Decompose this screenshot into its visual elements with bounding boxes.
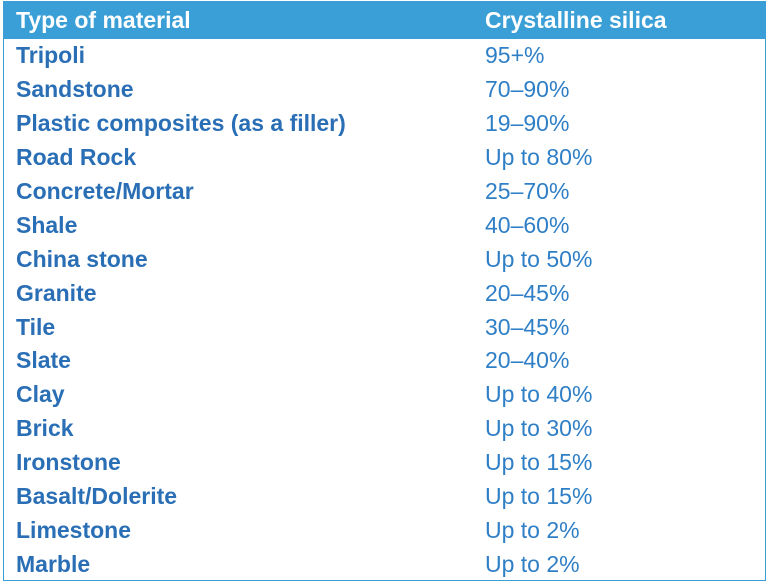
silica-cell: 40–60% xyxy=(485,211,570,238)
silica-cell: Up to 50% xyxy=(485,245,593,272)
table-row: Limestone Up to 2% xyxy=(4,513,765,547)
table-row: China stone Up to 50% xyxy=(4,242,765,276)
table-row: Basalt/Dolerite Up to 15% xyxy=(4,480,765,514)
silica-cell: Up to 40% xyxy=(485,381,593,408)
table-row: Granite 20–45% xyxy=(4,276,765,310)
silica-cell: 20–45% xyxy=(485,279,570,306)
silica-cell: Up to 2% xyxy=(485,550,580,577)
table-row: Sandstone 70–90% xyxy=(4,73,765,107)
table-row: Road Rock Up to 80% xyxy=(4,141,765,175)
material-cell: Basalt/Dolerite xyxy=(16,483,178,510)
material-cell: Tile xyxy=(16,313,56,340)
silica-cell: 95+% xyxy=(485,42,545,69)
table-row: Slate 20–40% xyxy=(4,344,765,378)
silica-cell: 20–40% xyxy=(485,347,570,374)
silica-cell: Up to 15% xyxy=(485,483,593,510)
table-row: Tripoli 95+% xyxy=(4,39,765,73)
table-row: Concrete/Mortar 25–70% xyxy=(4,175,765,209)
table-row: Tile 30–45% xyxy=(4,310,765,344)
material-cell: Road Rock xyxy=(16,144,137,171)
material-cell: Brick xyxy=(16,415,74,442)
table-row: Clay Up to 40% xyxy=(4,378,765,412)
silica-cell: 70–90% xyxy=(485,76,570,103)
table-row: Shale 40–60% xyxy=(4,208,765,242)
material-cell: Clay xyxy=(16,381,65,408)
silica-cell: Up to 30% xyxy=(485,415,593,442)
material-cell: China stone xyxy=(16,245,148,272)
silica-cell: Up to 2% xyxy=(485,516,580,543)
table-row: Marble Up to 2% xyxy=(4,547,765,581)
header-crystalline-silica: Crystalline silica xyxy=(485,7,667,33)
material-cell: Concrete/Mortar xyxy=(16,178,194,204)
silica-content-table: Type of material Crystalline silica Trip… xyxy=(3,1,766,581)
material-cell: Granite xyxy=(16,279,97,306)
material-cell: Sandstone xyxy=(16,76,134,103)
silica-cell: Up to 80% xyxy=(485,144,593,171)
material-cell: Ironstone xyxy=(16,449,121,476)
table-body: Tripoli 95+% Sandstone 70–90% Plastic comp… xyxy=(4,39,765,581)
table-row: Ironstone Up to 15% xyxy=(4,446,765,480)
silica-cell: 19–90% xyxy=(485,110,570,137)
material-cell: Shale xyxy=(16,211,78,238)
silica-cell: 30–45% xyxy=(485,313,570,340)
material-cell: Limestone xyxy=(16,516,132,543)
silica-cell: Up to 15% xyxy=(485,449,593,476)
material-cell: Marble xyxy=(16,550,91,577)
table-row: Brick Up to 30% xyxy=(4,412,765,446)
table-row: Plastic composites (as a filler) 19–90% xyxy=(4,107,765,141)
material-cell: Tripoli xyxy=(16,42,85,69)
header-type-of-material: Type of material xyxy=(16,7,191,33)
material-cell: Slate xyxy=(16,347,71,374)
silica-cell: 25–70% xyxy=(485,178,570,204)
table-header-row: Type of material Crystalline silica xyxy=(4,2,765,39)
material-cell: Plastic composites (as a filler) xyxy=(16,110,346,137)
